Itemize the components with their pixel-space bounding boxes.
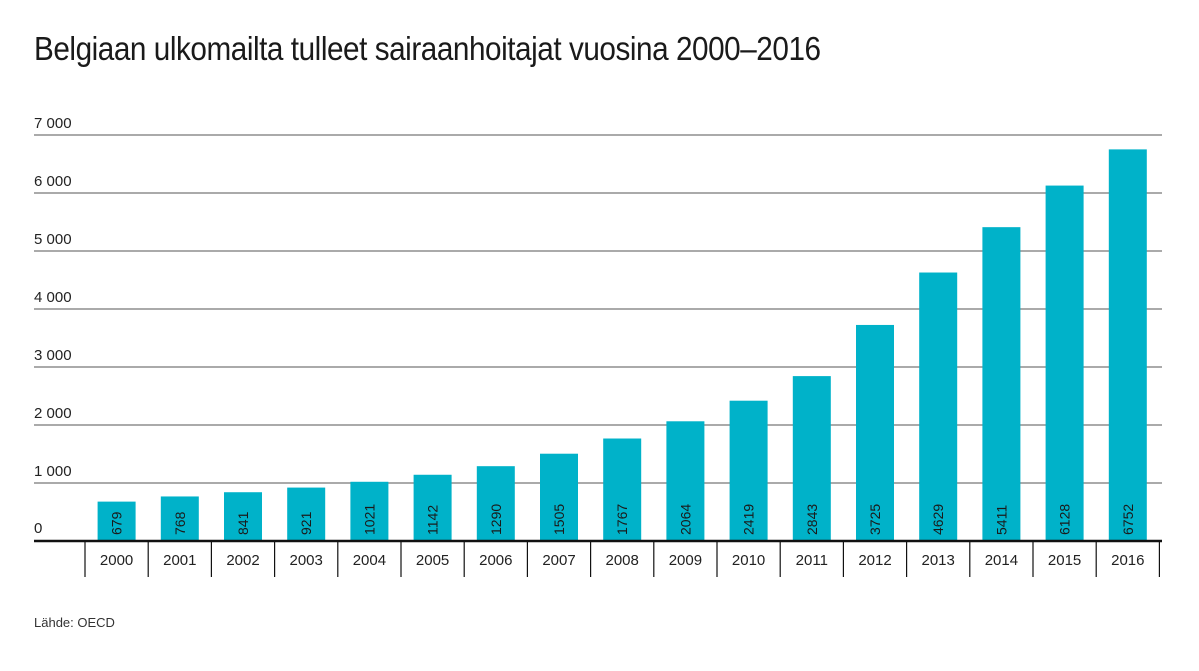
bar xyxy=(1045,185,1084,542)
bar-value-label: 6752 xyxy=(1120,504,1136,535)
x-axis: 2000 2001 2002 2003 2004 2005 2006 2007 2008 2009… xyxy=(34,539,1162,577)
bar xyxy=(856,324,894,541)
bar xyxy=(729,400,768,541)
bar xyxy=(1108,149,1147,541)
x-tick-label: 2015 xyxy=(1048,552,1081,569)
y-tick-label: 6 000 xyxy=(34,173,72,190)
bar-value-label: 3725 xyxy=(867,504,883,535)
y-tick-label: 5 000 xyxy=(34,231,72,248)
bar-value-label: 5411 xyxy=(993,505,1009,535)
bar-value-label: 1290 xyxy=(488,504,504,535)
x-tick-label: 2011 xyxy=(796,552,828,569)
y-tick-label: 7 000 xyxy=(34,115,72,132)
bar-value-label: 1021 xyxy=(361,504,377,535)
bar xyxy=(413,474,452,541)
x-tick-label: 2007 xyxy=(542,552,575,569)
bar-value-label: 4629 xyxy=(930,504,946,535)
x-tick-label: 2014 xyxy=(985,552,1018,569)
bar-value-label: 2064 xyxy=(677,504,693,535)
bar xyxy=(603,438,642,541)
bar xyxy=(160,496,199,541)
bar-value-label: 1142 xyxy=(425,505,441,535)
bar xyxy=(540,453,578,541)
gridlines: 0 1 000 2 000 3 000 4 000 5 000 6 000 7 000 xyxy=(34,115,1162,537)
x-tick-label: 2012 xyxy=(858,552,891,569)
bar xyxy=(287,487,326,541)
bar xyxy=(792,376,831,541)
bar-value-label: 1505 xyxy=(551,504,567,535)
bar xyxy=(224,492,262,541)
bar xyxy=(666,421,705,541)
x-tick-label: 2010 xyxy=(732,552,765,569)
bar-value-label: 6128 xyxy=(1057,504,1073,535)
x-tick-label: 2004 xyxy=(353,552,386,569)
x-tick-label: 2009 xyxy=(669,552,702,569)
bar-value-label: 2419 xyxy=(741,504,757,535)
bar xyxy=(919,272,958,541)
bar-value-label: 2843 xyxy=(804,504,820,535)
bar xyxy=(476,466,515,541)
y-tick-label: 1 000 xyxy=(34,463,72,480)
bar-value-label: 921 xyxy=(298,511,314,535)
source-note: Lähde: OECD xyxy=(34,615,115,630)
x-tick-label: 2016 xyxy=(1111,552,1144,569)
x-tick-label: 2013 xyxy=(922,552,955,569)
x-tick-label: 2001 xyxy=(163,552,196,569)
bar-value-label: 679 xyxy=(109,511,125,535)
chart-title: Belgiaan ulkomailta tulleet sairaanhoita… xyxy=(34,30,821,67)
bar-value-label: 841 xyxy=(235,511,251,535)
y-tick-label: 3 000 xyxy=(34,347,72,364)
bar-value-label: 768 xyxy=(172,511,188,535)
y-tick-label: 4 000 xyxy=(34,289,72,306)
bar xyxy=(97,501,136,541)
bar xyxy=(350,481,389,541)
x-tick-label: 2000 xyxy=(100,552,133,569)
x-tick-label: 2006 xyxy=(479,552,512,569)
y-tick-label: 0 xyxy=(34,520,42,537)
bar-value-label: 1767 xyxy=(614,504,630,535)
bars: 679 768 841 921 1021 1142 1290 1505 1767 2064 2419… xyxy=(97,149,1147,542)
bar xyxy=(982,227,1021,542)
y-tick-label: 2 000 xyxy=(34,405,72,422)
x-tick-label: 2005 xyxy=(416,552,449,569)
x-tick-label: 2002 xyxy=(226,552,259,569)
x-tick-label: 2003 xyxy=(290,552,323,569)
x-tick-label: 2008 xyxy=(606,552,639,569)
